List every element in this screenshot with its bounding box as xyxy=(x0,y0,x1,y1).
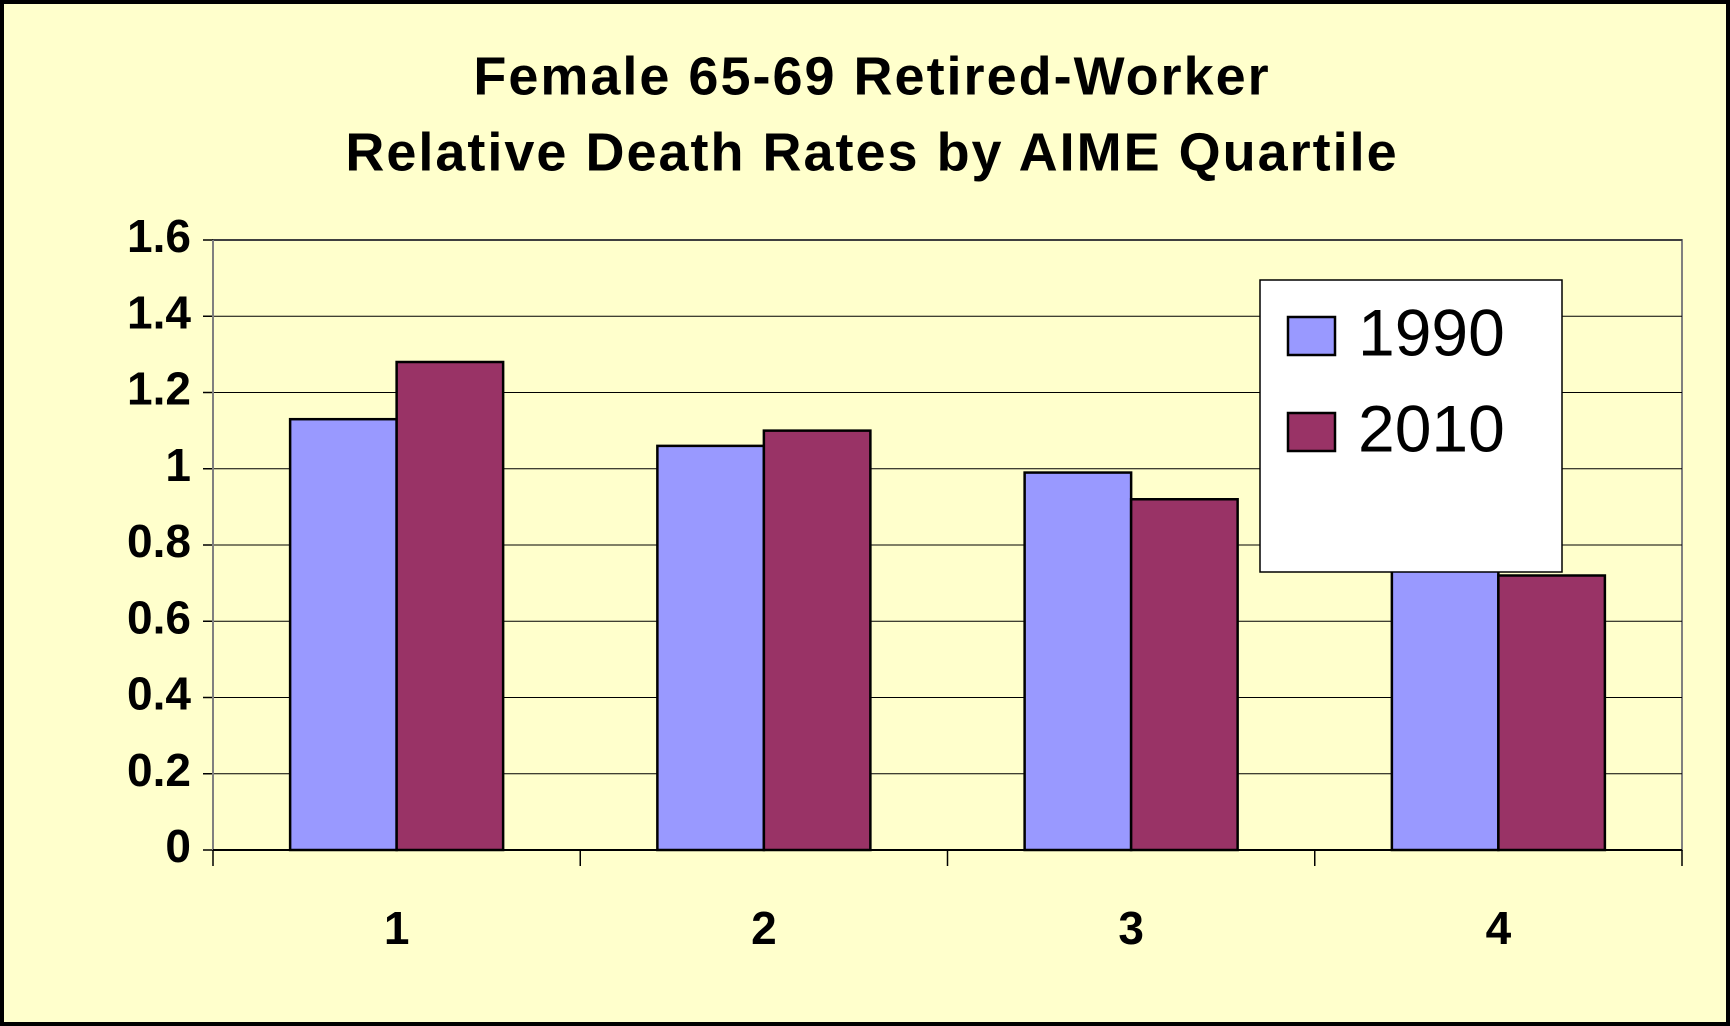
y-tick-label: 0.4 xyxy=(127,668,191,720)
x-tick-label: 3 xyxy=(1118,902,1144,954)
x-tick-label: 1 xyxy=(384,902,410,954)
bar xyxy=(1129,498,1239,852)
y-tick-label: 0.8 xyxy=(127,515,191,567)
bar xyxy=(288,417,398,852)
y-tick-label: 0.2 xyxy=(127,744,191,796)
bar xyxy=(1497,574,1607,852)
bar xyxy=(395,360,505,852)
x-tick-label: 4 xyxy=(1486,902,1512,954)
y-tick-label: 0 xyxy=(165,820,191,872)
chart-title: Relative Death Rates by AIME Quartile xyxy=(345,122,1398,182)
legend-swatch xyxy=(1286,315,1337,357)
bar xyxy=(762,429,872,852)
y-tick-label: 1 xyxy=(165,439,191,491)
chart-title: Female 65-69 Retired-Worker xyxy=(473,46,1270,106)
bar xyxy=(1390,539,1500,852)
legend-label: 2010 xyxy=(1358,391,1505,465)
y-tick-label: 1.2 xyxy=(127,363,191,415)
y-tick-label: 1.4 xyxy=(127,286,191,338)
y-tick-label: 1.6 xyxy=(127,210,191,262)
bar xyxy=(656,444,766,852)
legend-swatch xyxy=(1286,411,1337,453)
legend-label: 1990 xyxy=(1358,295,1505,369)
bar xyxy=(1023,471,1133,852)
y-tick-label: 0.6 xyxy=(127,591,191,643)
x-tick-label: 2 xyxy=(751,902,777,954)
